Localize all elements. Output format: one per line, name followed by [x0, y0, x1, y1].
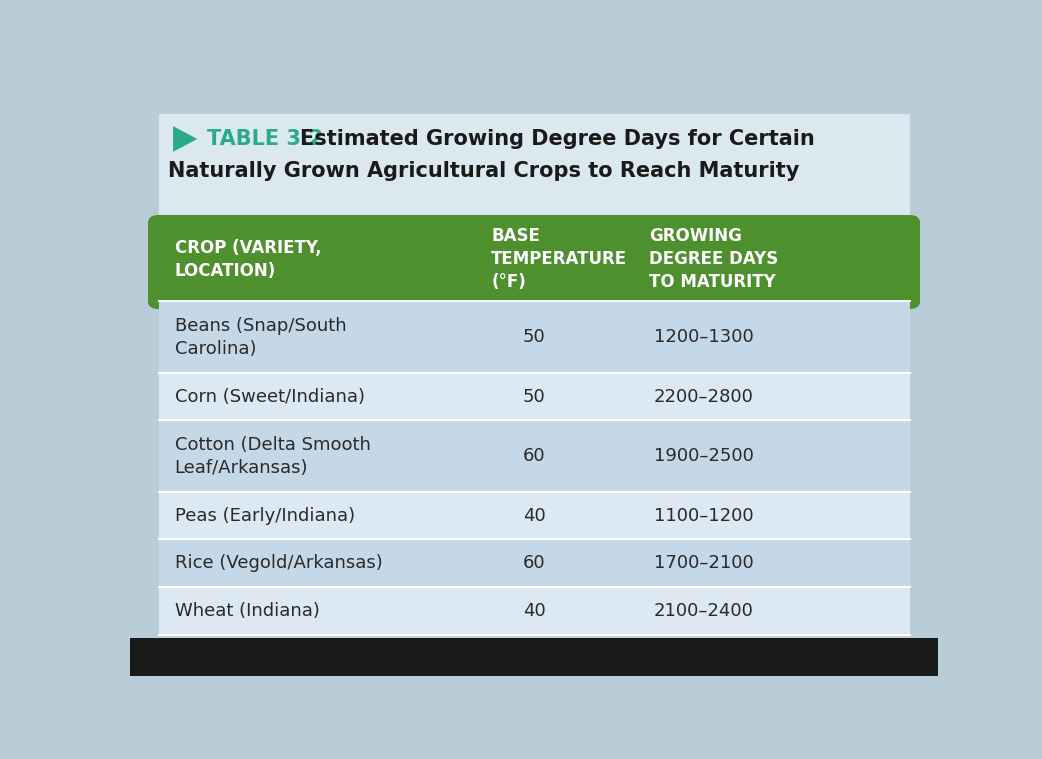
Bar [158, 587, 910, 635]
Text: 2100–2400: 2100–2400 [653, 602, 753, 620]
Text: Wheat (Indiana): Wheat (Indiana) [175, 602, 320, 620]
Text: 60: 60 [523, 447, 545, 465]
Text: 1200–1300: 1200–1300 [653, 328, 753, 346]
Text: Beans (Snap/South
Carolina): Beans (Snap/South Carolina) [175, 317, 346, 357]
Text: Peas (Early/Indiana): Peas (Early/Indiana) [175, 506, 354, 524]
Text: 60: 60 [523, 554, 545, 572]
Bar [158, 420, 910, 492]
Text: Estimated Growing Degree Days for Certain: Estimated Growing Degree Days for Certai… [300, 129, 815, 149]
Bar [158, 540, 910, 587]
FancyBboxPatch shape [148, 215, 920, 309]
Text: GROWING
DEGREE DAYS
TO MATURITY: GROWING DEGREE DAYS TO MATURITY [649, 227, 778, 291]
Bar [158, 373, 910, 420]
Text: Naturally Grown Agricultural Crops to Reach Maturity: Naturally Grown Agricultural Crops to Re… [168, 161, 799, 181]
Text: 50: 50 [523, 388, 545, 405]
Text: 40: 40 [523, 506, 545, 524]
Text: CROP (VARIETY,
LOCATION): CROP (VARIETY, LOCATION) [175, 238, 321, 279]
Text: 2200–2800: 2200–2800 [653, 388, 753, 405]
Text: 50: 50 [523, 328, 545, 346]
Polygon shape [173, 126, 197, 152]
Text: 1100–1200: 1100–1200 [653, 506, 753, 524]
Bar [158, 492, 910, 540]
Text: Cotton (Delta Smooth
Leaf/Arkansas): Cotton (Delta Smooth Leaf/Arkansas) [175, 436, 371, 477]
Bar [158, 301, 910, 373]
Text: Rice (Vegold/Arkansas): Rice (Vegold/Arkansas) [175, 554, 382, 572]
Bar [130, 638, 938, 676]
Bar [158, 274, 910, 301]
Text: 1900–2500: 1900–2500 [653, 447, 753, 465]
Text: TABLE 3.2: TABLE 3.2 [207, 129, 323, 149]
Text: Corn (Sweet/Indiana): Corn (Sweet/Indiana) [175, 388, 365, 405]
Text: 1700–2100: 1700–2100 [653, 554, 753, 572]
Text: 40: 40 [523, 602, 545, 620]
Bar [158, 115, 910, 635]
Text: BASE
TEMPERATURE
(°F): BASE TEMPERATURE (°F) [491, 227, 627, 291]
